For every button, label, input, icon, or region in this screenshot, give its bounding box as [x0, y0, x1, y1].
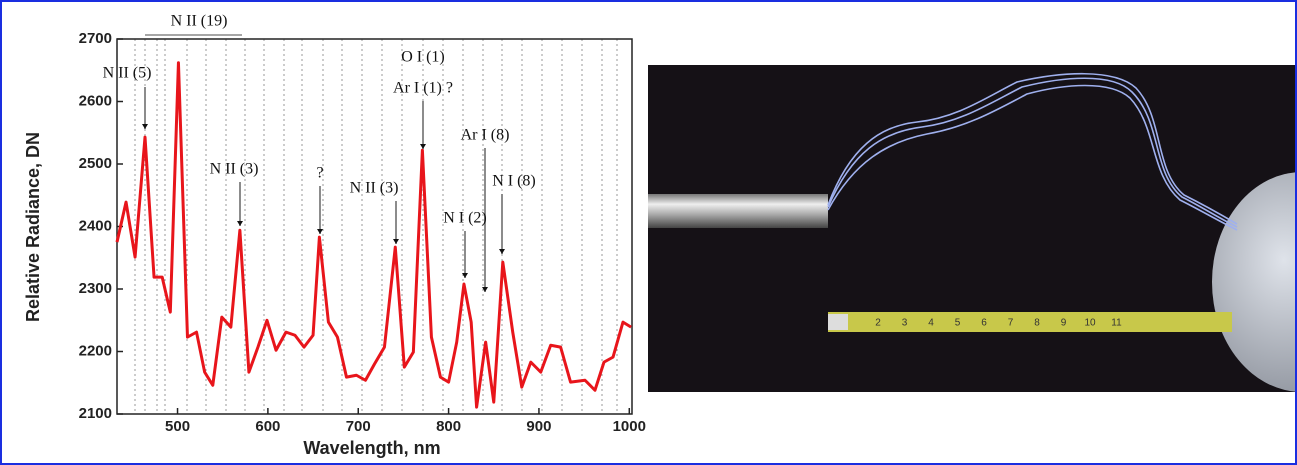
peak-label: N I (8) [492, 173, 536, 190]
pointer-head [499, 249, 505, 254]
y-tick-label: 2700 [79, 30, 112, 47]
pointer-head [317, 229, 323, 234]
pointer-head [142, 124, 148, 129]
pointer-head [393, 239, 399, 244]
x-tick-label: 800 [436, 418, 461, 435]
tape-label: 7 [1008, 318, 1014, 329]
plot-frame [116, 38, 633, 415]
tape-end [828, 314, 848, 330]
tape-label: 4 [928, 318, 934, 329]
y-tick-label: 2400 [79, 217, 112, 234]
pointer-head [420, 144, 426, 149]
spectrum-line [115, 61, 632, 409]
tape-label: 8 [1034, 318, 1040, 329]
tape-label: 10 [1084, 318, 1096, 329]
y-tick-label: 2100 [79, 405, 112, 422]
peak-label: ? [316, 165, 323, 182]
peak-label: N I (2) [443, 210, 487, 227]
tape-labels: 2 3 4 5 6 7 8 9 10 11 [875, 318, 1122, 329]
peak-label: N II (19) [171, 13, 228, 30]
x-tick-label: 600 [255, 418, 280, 435]
tape-label: 3 [902, 318, 908, 329]
y-axis-label: Relative Radiance, DN [23, 132, 43, 322]
pointer-head [237, 221, 243, 226]
plot: 2100 2200 2300 2400 2500 2600 2700 500 600 700 800… [79, 30, 646, 435]
photo-background [648, 65, 1295, 392]
peak-label: N II (3) [350, 180, 399, 197]
tape-label: 9 [1061, 318, 1067, 329]
y-tick-label: 2200 [79, 342, 112, 359]
peak-label: O I (1) [401, 49, 445, 66]
pointer-head [482, 287, 488, 292]
tape-label: 5 [955, 318, 961, 329]
peak-label: N II (3) [210, 161, 259, 178]
pointer-head [462, 273, 468, 278]
x-tick-label: 900 [526, 418, 551, 435]
x-tick-label: 700 [346, 418, 371, 435]
wires [827, 72, 1238, 231]
tape-label: 6 [981, 318, 987, 329]
x-axis-label: Wavelength, nm [303, 438, 440, 458]
tape-measure [828, 312, 1232, 332]
x-tick-label: 500 [165, 418, 190, 435]
peak-label: Ar I (8) [461, 127, 510, 144]
tape-label: 11 [1111, 318, 1122, 329]
peak-label: Ar I (1) ? [393, 80, 453, 97]
photo: 2 3 4 5 6 7 8 9 10 11 [648, 65, 1295, 392]
x-tick-label: 1000 [613, 418, 646, 435]
y-tick-label: 2600 [79, 92, 112, 109]
peak-label: N II (5) [103, 65, 152, 82]
y-tick-label: 2300 [79, 280, 112, 297]
tape-label: 2 [875, 318, 881, 329]
y-tick-label: 2500 [79, 155, 112, 172]
metal-rod [648, 194, 828, 228]
